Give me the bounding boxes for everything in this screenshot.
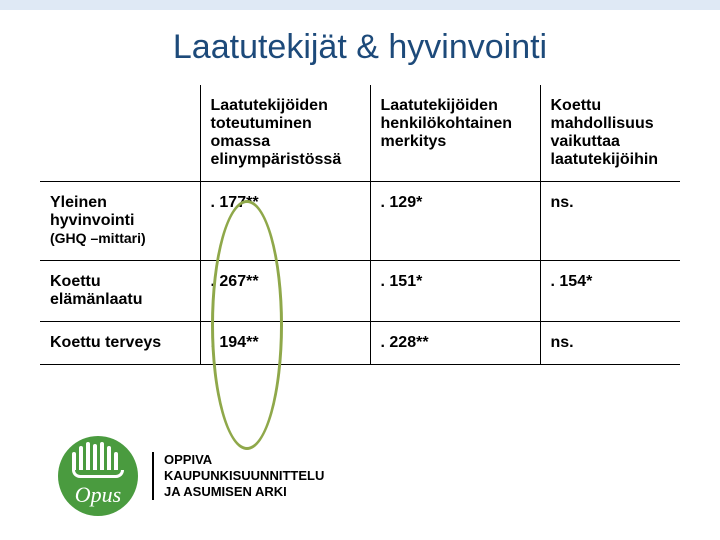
- row-label: Yleinen hyvinvointi (GHQ –mittari): [40, 182, 200, 261]
- logo-bars-icon: [72, 442, 118, 470]
- logo-word: Opus: [58, 482, 138, 508]
- table-header-row: Laatutekijöiden toteutuminen omassa elin…: [40, 85, 680, 182]
- footer-line-1: OPPIVA: [164, 452, 212, 467]
- table-row: Koettu terveys . 194** . 228** ns.: [40, 322, 680, 365]
- cell: . 267**: [200, 261, 370, 322]
- footer-text: OPPIVA KAUPUNKISUUNNITTELU JA ASUMISEN A…: [152, 452, 324, 501]
- row-label-text: Yleinen hyvinvointi: [50, 194, 134, 229]
- row-label: Koettu elämänlaatu: [40, 261, 200, 322]
- cell: . 228**: [370, 322, 540, 365]
- cell: . 194**: [200, 322, 370, 365]
- footer: Opus OPPIVA KAUPUNKISUUNNITTELU JA ASUMI…: [58, 436, 324, 516]
- row-label: Koettu terveys: [40, 322, 200, 365]
- cell: . 177**: [200, 182, 370, 261]
- table-row: Koettu elämänlaatu . 267** . 151* . 154*: [40, 261, 680, 322]
- header-band: [0, 0, 720, 10]
- page-title: Laatutekijät & hyvinvointi: [0, 28, 720, 67]
- opus-logo: Opus: [58, 436, 138, 516]
- col-header-1: Laatutekijöiden toteutuminen omassa elin…: [200, 85, 370, 182]
- cell: . 151*: [370, 261, 540, 322]
- row-sublabel: (GHQ –mittari): [50, 230, 146, 246]
- logo-base-icon: [72, 470, 124, 478]
- col-header-2: Laatutekijöiden henkilökohtainen merkity…: [370, 85, 540, 182]
- row-label-text: Koettu terveys: [50, 334, 161, 351]
- col-header-3: Koettu mahdollisuus vaikuttaa laatutekij…: [540, 85, 680, 182]
- cell: ns.: [540, 182, 680, 261]
- cell: . 154*: [540, 261, 680, 322]
- row-label-text: Koettu elämänlaatu: [50, 273, 142, 308]
- cell: ns.: [540, 322, 680, 365]
- table-row: Yleinen hyvinvointi (GHQ –mittari) . 177…: [40, 182, 680, 261]
- col-header-blank: [40, 85, 200, 182]
- footer-line-3: JA ASUMISEN ARKI: [164, 484, 287, 499]
- correlation-table: Laatutekijöiden toteutuminen omassa elin…: [40, 85, 680, 365]
- cell: . 129*: [370, 182, 540, 261]
- footer-line-2: KAUPUNKISUUNNITTELU: [164, 468, 324, 483]
